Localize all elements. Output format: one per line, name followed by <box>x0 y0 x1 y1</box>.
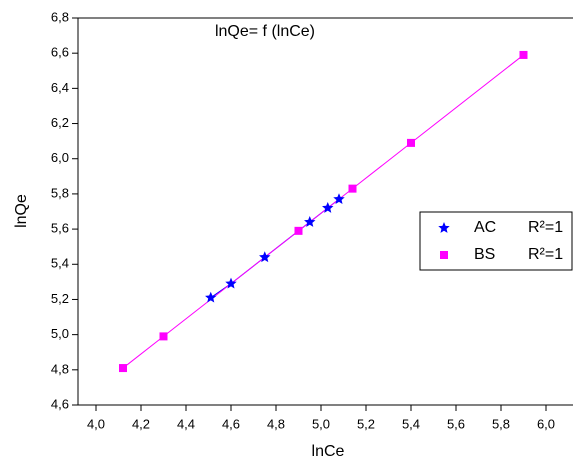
legend-marker <box>440 251 448 259</box>
data-point <box>333 193 345 205</box>
data-point <box>294 226 303 235</box>
x-tick-label: 5,0 <box>312 416 330 431</box>
x-tick-label: 6,0 <box>537 416 555 431</box>
data-point <box>205 291 217 303</box>
x-tick-label: 4,6 <box>222 416 240 431</box>
y-tick-label: 6,4 <box>51 80 69 95</box>
x-tick-label: 4,8 <box>267 416 285 431</box>
legend-note: R²=1 <box>528 246 563 263</box>
y-tick-label: 6,6 <box>51 45 69 60</box>
y-tick-label: 6,8 <box>51 9 69 24</box>
data-point <box>348 184 357 193</box>
x-axis-label: lnCe <box>312 443 345 460</box>
x-tick-label: 5,4 <box>402 416 420 431</box>
y-axis-label: lnQe <box>13 194 30 228</box>
data-point <box>322 201 334 213</box>
data-point <box>407 138 415 147</box>
chart-title: lnQe= f (lnCe) <box>215 23 315 40</box>
y-tick-label: 5,4 <box>51 256 69 271</box>
y-tick-label: 5,8 <box>51 185 69 200</box>
legend-marker <box>438 222 450 233</box>
y-tick-label: 6,2 <box>51 115 69 130</box>
data-point <box>225 277 237 289</box>
x-tick-label: 4,4 <box>177 416 195 431</box>
y-tick-label: 4,8 <box>51 361 69 376</box>
legend-label: AC <box>474 219 496 236</box>
x-tick-label: 4,2 <box>132 416 150 431</box>
data-point <box>259 251 271 263</box>
data-point <box>519 50 528 59</box>
x-tick-label: 5,8 <box>492 416 510 431</box>
plot-frame <box>77 17 573 406</box>
legend-box <box>419 211 573 271</box>
legend-note: R²=1 <box>528 219 563 236</box>
y-tick-label: 4,6 <box>51 396 69 411</box>
data-point <box>119 364 127 373</box>
y-tick-label: 5,2 <box>51 291 69 306</box>
data-point <box>304 216 316 227</box>
data-point <box>159 332 168 341</box>
y-tick-label: 6,0 <box>51 150 69 165</box>
x-tick-label: 5,2 <box>357 416 375 431</box>
x-tick-label: 4,0 <box>87 416 105 431</box>
legend-label: BS <box>474 246 495 263</box>
y-tick-label: 5,6 <box>51 221 69 236</box>
x-tick-label: 5,6 <box>447 416 465 431</box>
y-tick-label: 5,0 <box>51 326 69 341</box>
